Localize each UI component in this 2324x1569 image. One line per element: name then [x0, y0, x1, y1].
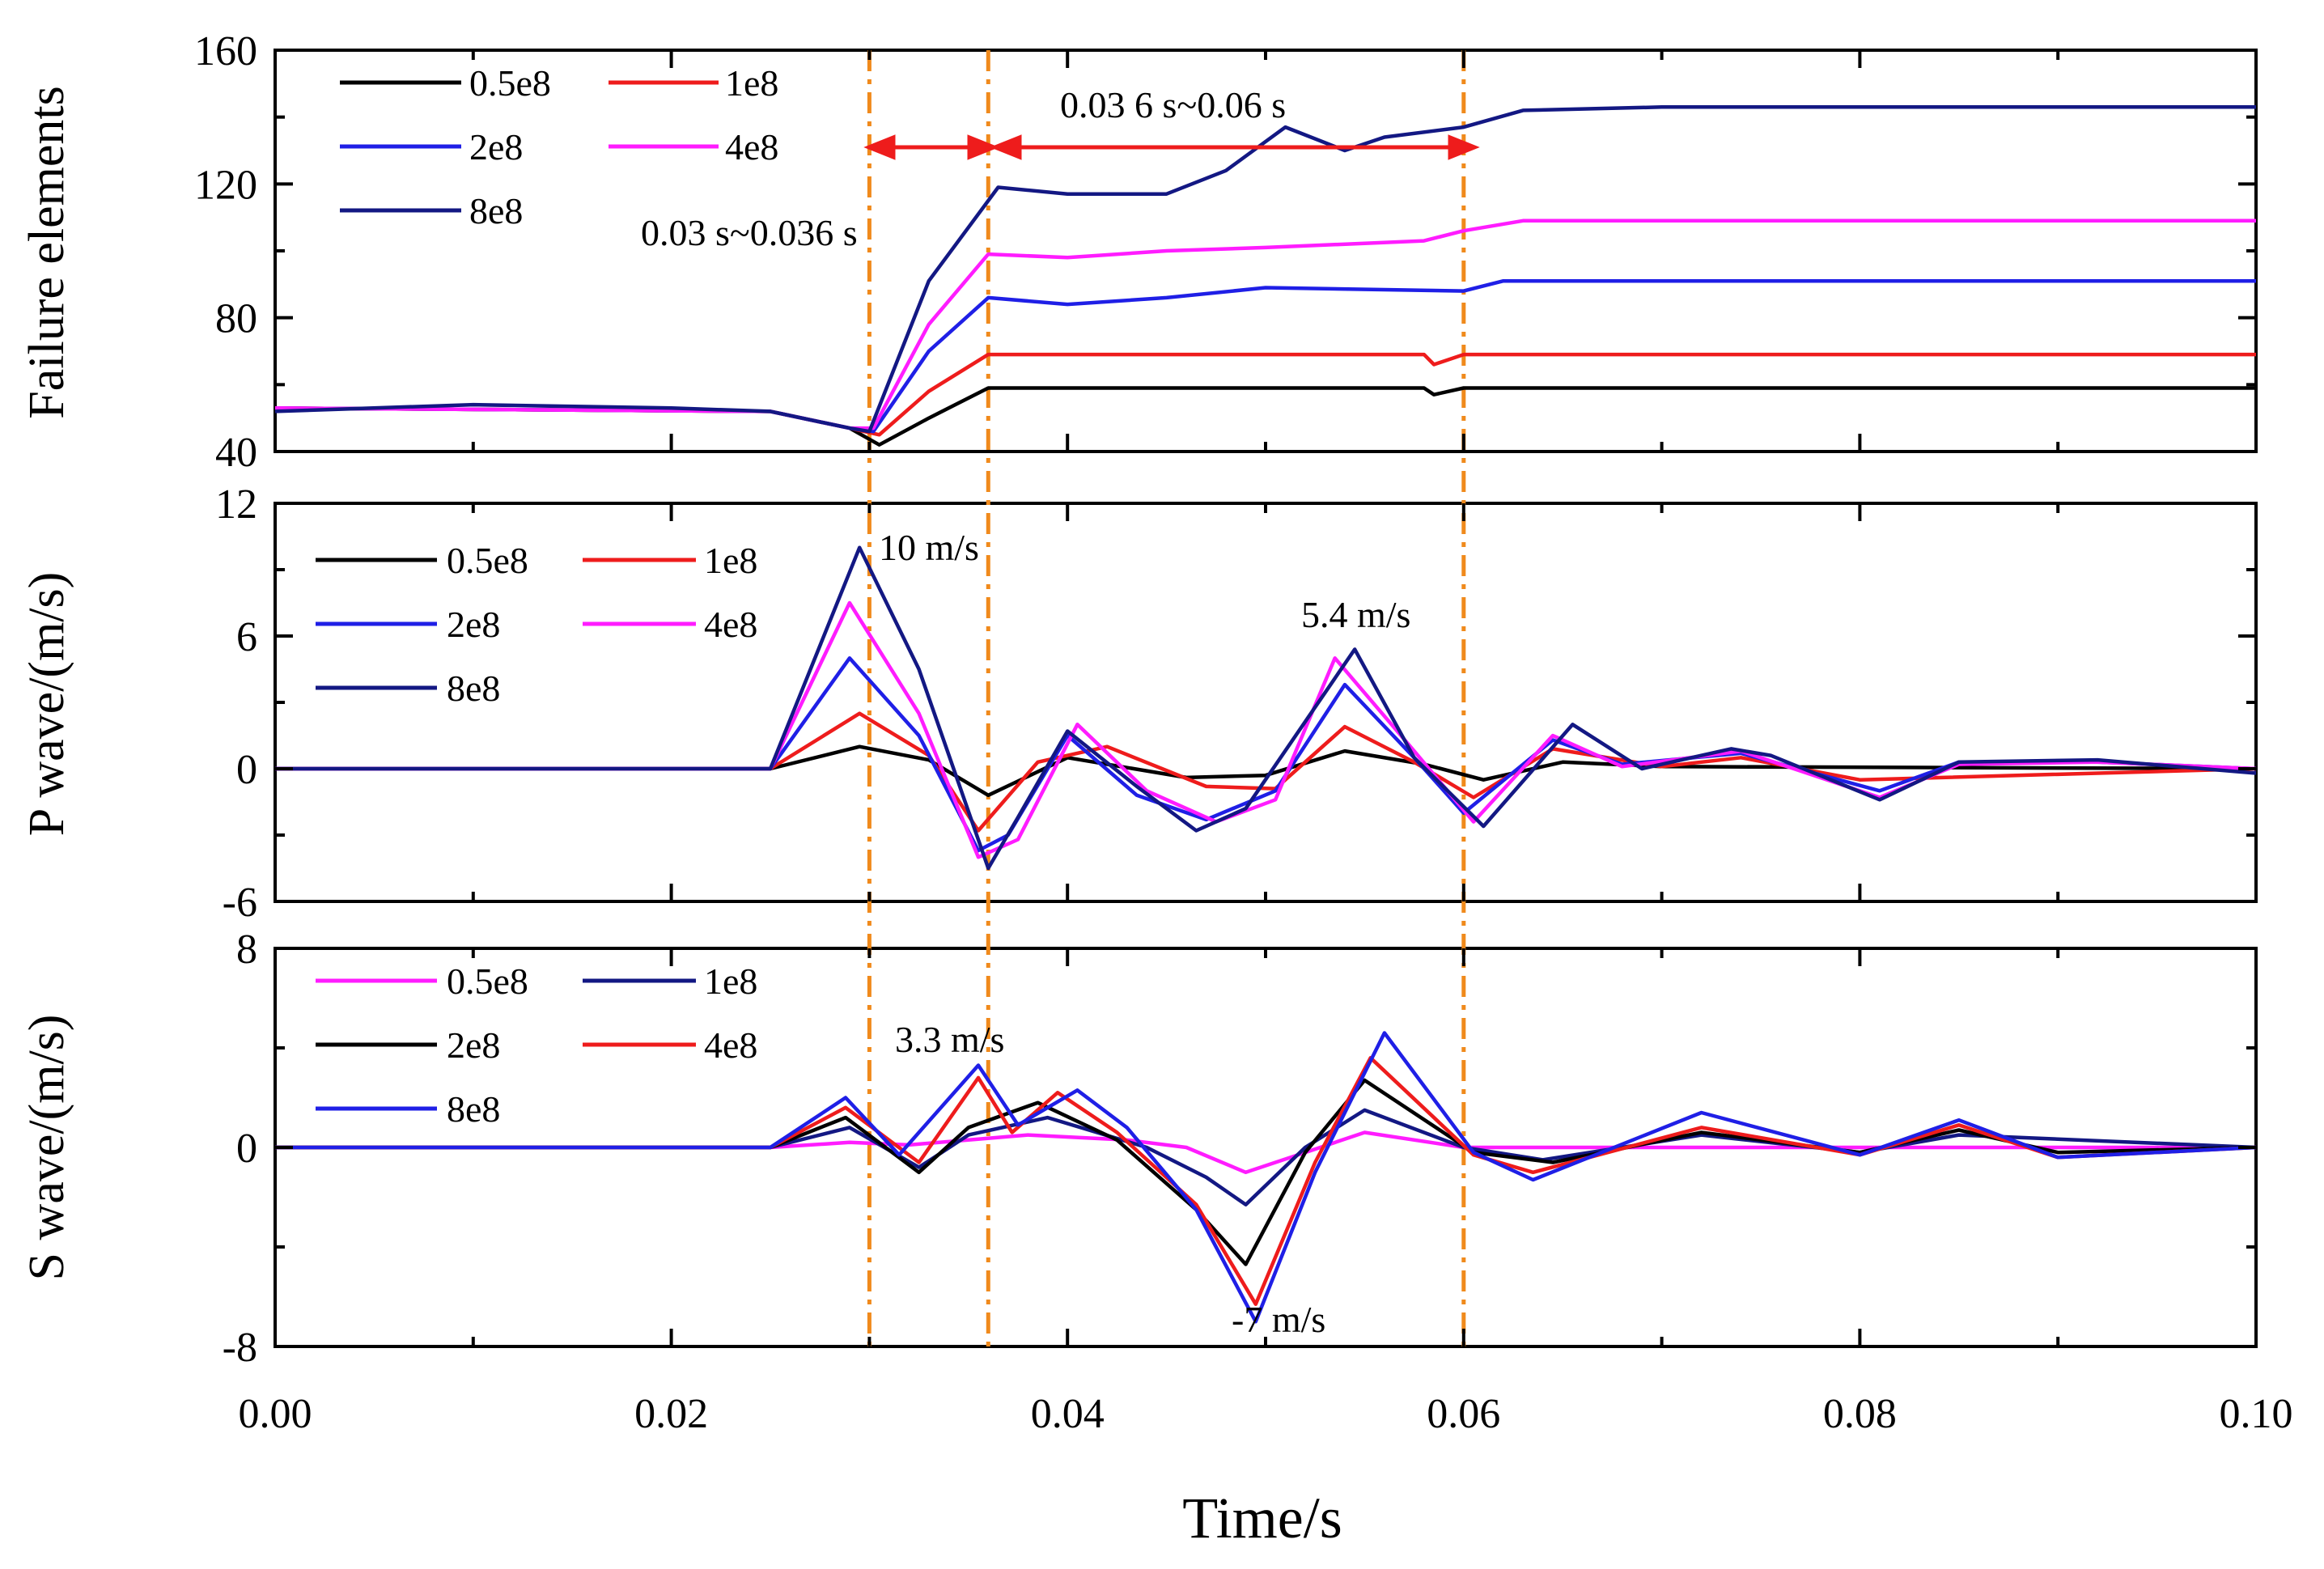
middle-legend-label-2e8: 2e8 [447, 604, 500, 645]
top-ytick-label: 160 [194, 28, 257, 74]
panel-frames [274, 49, 2258, 1348]
top-legend-label-2e8: 2e8 [469, 126, 523, 168]
bottom-ylabel: S wave/(m/s) [19, 1015, 74, 1281]
xtick-label: 0.00 [239, 1391, 312, 1437]
panel-frame-middle [274, 502, 2258, 903]
bottom-legend-label-4e8: 4e8 [704, 1024, 757, 1066]
xtick-label: 0.08 [1823, 1391, 1897, 1437]
middle-ytick-label: 6 [236, 614, 257, 660]
bottom-ytick-label: 0 [236, 1126, 257, 1172]
annotation-s-peak: 3.3 m/s [895, 1019, 1004, 1060]
arrow-1-right-head [967, 134, 999, 160]
time-markers [867, 50, 1466, 1346]
middle-legend-label-4e8: 4e8 [704, 604, 757, 645]
top-legend-label-4e8: 4e8 [725, 126, 778, 168]
bottom-ytick-label: 8 [236, 927, 257, 973]
top-ytick-label: 80 [215, 296, 257, 342]
middle-ytick-label: -6 [223, 880, 257, 926]
top-legend-label-1e8: 1e8 [725, 62, 778, 104]
middle-ylabel: P wave/(m/s) [19, 572, 74, 837]
arrow-2-right-head [1448, 134, 1480, 160]
bottom-series-4e8 [275, 1056, 2257, 1306]
top-legend-label-0.5e8: 0.5e8 [469, 62, 551, 104]
top-series-8e8 [274, 105, 2256, 434]
middle-series-1e8 [275, 711, 2257, 833]
bottom-ytick-label: -8 [223, 1325, 257, 1371]
annotation-p-second-peak: 5.4 m/s [1301, 594, 1410, 635]
series-lines [274, 105, 2257, 1324]
arrow-1-left-head [863, 134, 896, 160]
bottom-legend-label-8e8: 8e8 [447, 1088, 500, 1130]
x-axis-title: Time/s [1182, 1486, 1342, 1550]
bottom-legend-label-1e8: 1e8 [704, 960, 757, 1002]
middle-legend-label-1e8: 1e8 [704, 540, 757, 581]
annotation-s-trough: -7 m/s [1232, 1299, 1325, 1340]
top-legend-label-8e8: 8e8 [469, 190, 523, 231]
top-ylabel: Failure elements [19, 86, 74, 418]
xtick-label: 0.06 [1427, 1391, 1500, 1437]
bottom-legend-label-2e8: 2e8 [447, 1024, 500, 1066]
bottom-series-0.5e8 [275, 1130, 2256, 1175]
middle-legend-label-8e8: 8e8 [447, 668, 500, 709]
bottom-series-8e8 [275, 1031, 2257, 1324]
arrow-2-left-head [990, 134, 1022, 160]
xtick-label: 0.02 [634, 1391, 708, 1437]
annotation-duration-1: 0.03 s~0.036 s [641, 212, 858, 253]
top-ytick-label: 120 [194, 162, 257, 208]
middle-ytick-label: 12 [215, 481, 257, 528]
annotation-duration-2: 0.03 6 s~0.06 s [1060, 84, 1286, 125]
bottom-series-2e8 [275, 1078, 2257, 1266]
legends: 0.5e8 1e8 2e8 4e8 8e8 0.5e8 1e8 2e8 4e8 8e8 0.5e8 1… [316, 62, 778, 1130]
middle-series-0.5e8 [275, 744, 2257, 798]
bottom-legend-label-0.5e8: 0.5e8 [447, 960, 528, 1002]
middle-series-4e8 [275, 600, 2257, 859]
middle-series-8e8 [275, 545, 2257, 871]
xtick-label: 0.04 [1031, 1391, 1105, 1437]
top-ytick-label: 40 [215, 430, 257, 476]
top-series-4e8 [274, 218, 2256, 430]
middle-legend-label-0.5e8: 0.5e8 [447, 540, 528, 581]
top-series-0.5e8 [274, 386, 2256, 447]
duration-arrows [863, 134, 1480, 160]
xtick-label: 0.10 [2220, 1391, 2293, 1437]
middle-series-2e8 [275, 656, 2257, 853]
annotation-p-peak: 10 m/s [879, 527, 979, 568]
top-series-1e8 [274, 352, 2256, 437]
middle-ytick-label: 0 [236, 747, 257, 793]
